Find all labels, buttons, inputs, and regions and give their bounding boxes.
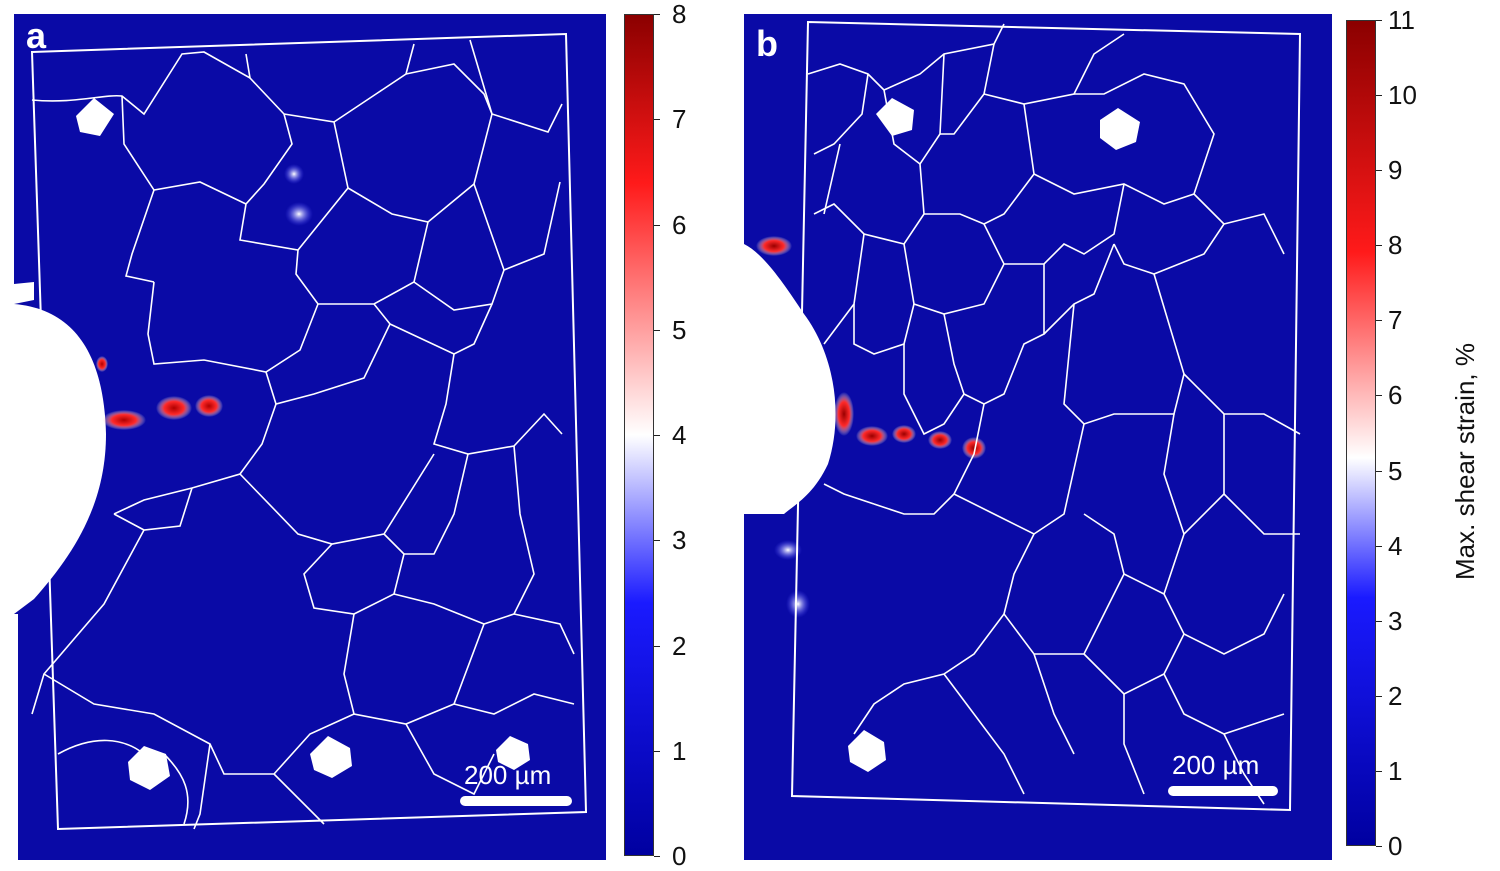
colorbar-tick-mark (1376, 395, 1382, 397)
scale-bar-label-b: 200 µm (1172, 750, 1260, 780)
grain-boundaries-b (807, 23, 1301, 805)
hotspot (892, 425, 916, 443)
notch-a (14, 304, 106, 614)
colorbar-tick-label: 5 (1388, 455, 1403, 486)
hotspot (756, 236, 792, 256)
colorbar-tick-label: 9 (1388, 155, 1403, 186)
scale-bar-a (460, 796, 572, 806)
colorbar-tick-label: 8 (1388, 230, 1403, 261)
colorbar-tick-mark (1376, 545, 1382, 547)
colorbar-tick-label: 8 (672, 0, 687, 29)
colorbar-tick-mark (654, 119, 660, 121)
particle (848, 730, 886, 772)
colorbar-tick-label: 0 (1388, 831, 1403, 861)
colorbar-title: Max. shear strain, % (1450, 343, 1480, 580)
particle (496, 736, 530, 770)
colorbar-tick-label: 4 (672, 420, 687, 450)
colorbar-tick-mark (654, 540, 660, 542)
panel-letter-b: b (756, 23, 778, 64)
strain-map-a (14, 14, 606, 860)
colorbar-tick-mark (1376, 170, 1382, 172)
colorbar-tick-mark (1376, 20, 1382, 21)
hotspot (928, 431, 952, 449)
hotspot (156, 396, 192, 420)
hotspot (195, 395, 223, 417)
colorbar-tick-label: 2 (672, 630, 687, 661)
hotspot (962, 437, 986, 459)
colorbar-tick-mark (1376, 770, 1382, 772)
particle (310, 736, 352, 778)
colorbar-tick-label: 5 (672, 314, 687, 345)
colorbar-tick-mark (654, 856, 660, 857)
colorbar-tick-label: 3 (1388, 605, 1403, 636)
colorbar-tick-mark (654, 750, 660, 752)
colorbar-tick-mark (1376, 245, 1382, 247)
strain-field-a (14, 14, 606, 860)
colorbar-tick-label: 0 (672, 841, 687, 871)
panel-letter-a: a (26, 15, 47, 56)
roi-frame-b (790, 20, 1302, 812)
colorbar-tick-label: 2 (1388, 680, 1403, 711)
colorbar-tick-label: 7 (672, 104, 687, 135)
colorbar-tick-label: 10 (1388, 80, 1417, 111)
colorbar-tick-label: 4 (1388, 530, 1403, 561)
scale-bar-label-a: 200 µm (464, 760, 552, 790)
colorbar-a (624, 14, 654, 856)
colorbar-tick-label: 1 (1388, 755, 1403, 786)
colorbar-tick-label: 6 (1388, 380, 1403, 411)
colorbar-tick-label: 3 (672, 525, 687, 556)
colorbar-tick-mark (654, 645, 660, 647)
colorbar-tick-mark (1376, 695, 1382, 697)
strain-map-b (744, 14, 1332, 860)
particle (76, 98, 114, 136)
roi-frame-a (30, 32, 588, 831)
warm-spot (285, 202, 313, 226)
colorbar-b (1346, 20, 1376, 846)
hotspot (834, 392, 854, 436)
hotspot (102, 410, 146, 430)
grain-boundaries-a (31, 39, 575, 830)
colorbar-tick-mark (1376, 846, 1382, 847)
colorbar-tick-mark (654, 224, 660, 226)
particle (128, 746, 170, 790)
hotspot (856, 426, 888, 446)
hotspot (96, 356, 108, 372)
colorbar-tick-label: 6 (672, 209, 687, 240)
colorbar-tick-mark (1376, 470, 1382, 472)
notch-b (744, 14, 836, 514)
particle (876, 98, 914, 136)
particle (1100, 108, 1140, 150)
colorbar-tick-mark (654, 329, 660, 331)
scale-bar-b (1168, 786, 1278, 796)
colorbar-tick-mark (1376, 620, 1382, 622)
colorbar-tick-mark (654, 14, 660, 15)
colorbar-tick-label: 1 (672, 735, 687, 766)
colorbar-tick-label: 7 (1388, 305, 1403, 336)
colorbar-tick-mark (1376, 320, 1382, 322)
warm-spot (786, 590, 810, 618)
warm-spot (284, 164, 304, 184)
colorbar-tick-mark (654, 435, 660, 436)
strain-field-b (744, 14, 1332, 860)
colorbar-tick-label: 11 (1388, 5, 1415, 35)
colorbar-tick-mark (1376, 95, 1382, 97)
warm-spot (774, 540, 802, 560)
